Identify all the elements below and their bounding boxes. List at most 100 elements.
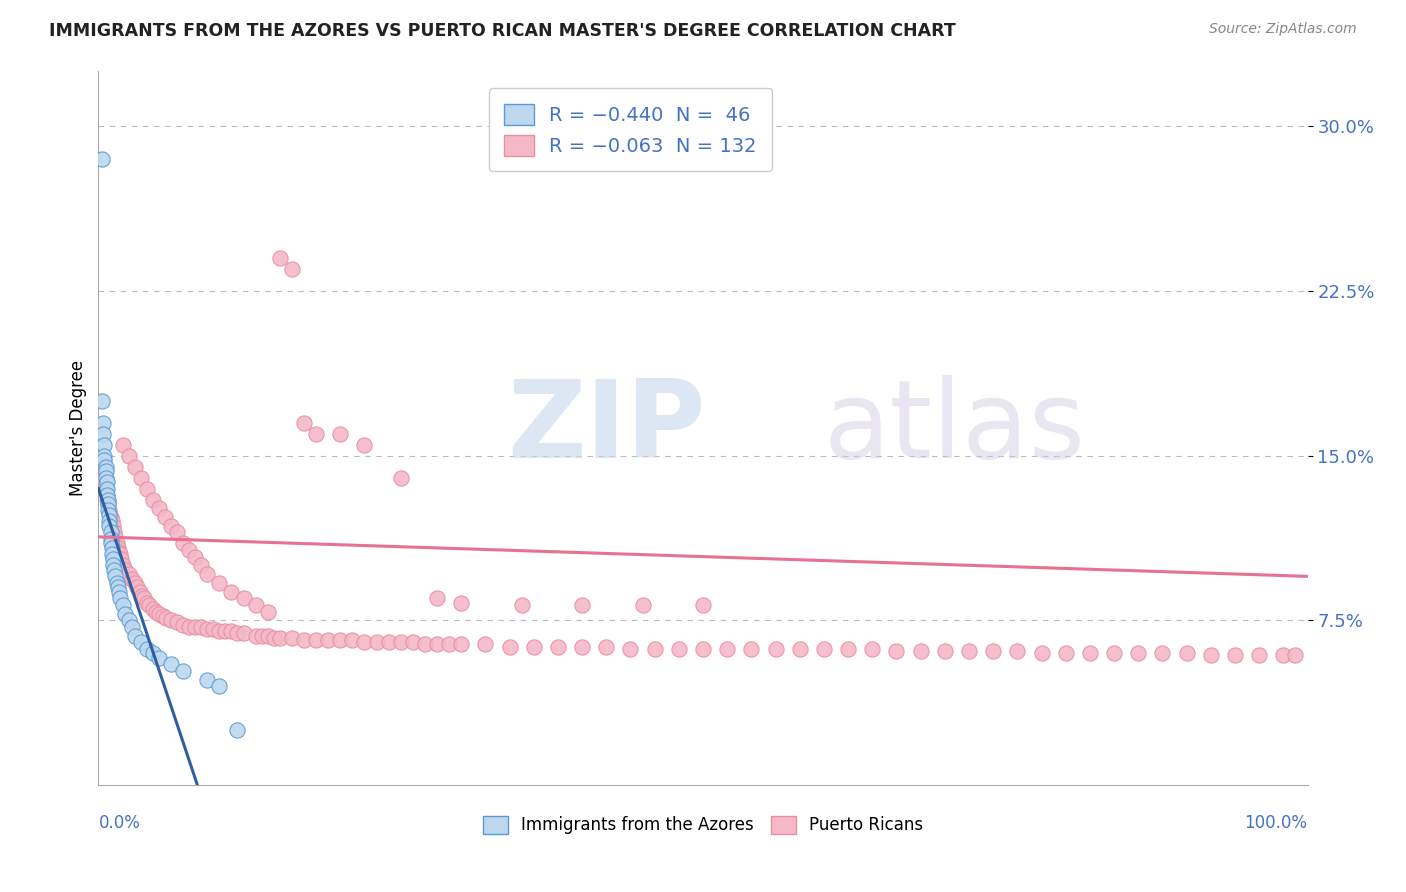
Point — [100, 510, 122, 524]
Point — [166, 615, 188, 630]
Point — [195, 673, 218, 687]
Point — [97, 503, 120, 517]
Point — [208, 624, 231, 639]
Point — [124, 629, 146, 643]
Point — [135, 641, 157, 656]
Point — [97, 492, 120, 507]
Point — [413, 637, 436, 651]
Point — [101, 558, 124, 573]
Point — [134, 591, 156, 606]
Point — [94, 470, 117, 484]
Point — [1152, 646, 1174, 660]
Point — [108, 591, 131, 606]
Point — [256, 629, 278, 643]
Point — [131, 589, 153, 603]
Point — [128, 584, 150, 599]
Point — [1249, 648, 1271, 663]
Point — [316, 633, 339, 648]
Point — [93, 453, 115, 467]
Point — [813, 641, 835, 656]
Point — [450, 637, 472, 651]
Point — [129, 635, 152, 649]
Text: Source: ZipAtlas.com: Source: ZipAtlas.com — [1209, 22, 1357, 37]
Point — [96, 488, 118, 502]
Point — [118, 449, 141, 463]
Point — [111, 598, 134, 612]
Point — [118, 613, 141, 627]
Point — [105, 576, 128, 591]
Point — [100, 532, 122, 546]
Point — [221, 624, 243, 639]
Point — [94, 459, 117, 474]
Point — [94, 482, 117, 496]
Point — [129, 470, 152, 484]
Point — [389, 470, 412, 484]
Point — [426, 591, 449, 606]
Point — [100, 525, 122, 540]
Point — [1031, 646, 1053, 660]
Point — [195, 567, 218, 582]
Point — [103, 525, 125, 540]
Y-axis label: Master's Degree: Master's Degree — [69, 360, 87, 496]
Point — [91, 416, 114, 430]
Point — [93, 437, 115, 451]
Point — [111, 558, 134, 573]
Point — [118, 567, 141, 582]
Point — [329, 426, 352, 441]
Point — [91, 393, 114, 408]
Point — [342, 633, 364, 648]
Point — [148, 650, 170, 665]
Point — [160, 657, 183, 672]
Point — [474, 637, 496, 651]
Point — [226, 723, 249, 737]
Point — [93, 449, 115, 463]
Point — [103, 563, 125, 577]
Point — [292, 633, 315, 648]
Point — [498, 640, 520, 654]
Point — [547, 640, 569, 654]
Point — [184, 620, 207, 634]
Point — [226, 626, 249, 640]
Point — [619, 641, 641, 656]
Text: 0.0%: 0.0% — [98, 814, 141, 831]
Point — [160, 613, 183, 627]
Point — [450, 596, 472, 610]
Point — [91, 426, 114, 441]
Point — [98, 503, 121, 517]
Point — [101, 551, 124, 566]
Point — [142, 646, 165, 660]
Point — [172, 664, 194, 678]
Point — [910, 644, 932, 658]
Point — [957, 644, 980, 658]
Point — [281, 631, 304, 645]
Point — [571, 598, 593, 612]
Point — [104, 530, 127, 544]
Point — [1199, 648, 1222, 663]
Point — [111, 437, 134, 451]
Point — [148, 501, 170, 516]
Point — [100, 515, 122, 529]
Point — [124, 459, 146, 474]
Point — [91, 459, 114, 474]
Point — [155, 611, 177, 625]
Point — [765, 641, 787, 656]
Point — [305, 426, 328, 441]
Text: IMMIGRANTS FROM THE AZORES VS PUERTO RICAN MASTER'S DEGREE CORRELATION CHART: IMMIGRANTS FROM THE AZORES VS PUERTO RIC… — [49, 22, 956, 40]
Point — [110, 551, 132, 566]
Point — [100, 548, 122, 562]
Point — [269, 631, 291, 645]
Point — [172, 617, 194, 632]
Point — [281, 262, 304, 277]
Point — [91, 152, 114, 166]
Point — [934, 644, 956, 658]
Point — [208, 576, 231, 591]
Point — [124, 576, 146, 591]
Point — [692, 641, 714, 656]
Point — [1128, 646, 1150, 660]
Point — [202, 622, 225, 636]
Point — [1078, 646, 1101, 660]
Point — [145, 605, 167, 619]
Point — [135, 596, 157, 610]
Point — [1272, 648, 1295, 663]
Point — [166, 525, 188, 540]
